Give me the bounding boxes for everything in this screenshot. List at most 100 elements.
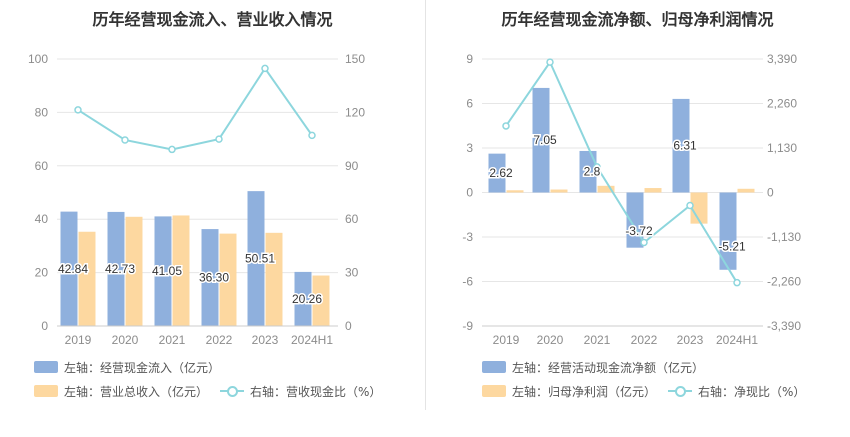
- legend-item-cash-inflow[interactable]: 左轴：经营现金流入（亿元）: [34, 359, 220, 376]
- right-axis-tick-label: 3,390: [767, 52, 797, 66]
- bar-secondary: [644, 188, 662, 193]
- bar-secondary: [312, 275, 330, 326]
- legend-item-net-cash-ratio[interactable]: 右轴：净现比（%）: [668, 383, 805, 400]
- ratio-line: [77, 66, 313, 151]
- ratio-line-point: [640, 238, 648, 247]
- x-axis-tick-label: 2022: [206, 333, 233, 347]
- ratio-line-point: [686, 201, 694, 210]
- bar-primary: [579, 150, 597, 193]
- right-axis-tick-label: 0: [345, 319, 352, 333]
- bar-primary: [154, 216, 172, 326]
- ratio-line-point: [261, 64, 269, 73]
- bar-data-label: -5.21: [718, 240, 746, 254]
- left-axis-tick-label: 100: [28, 52, 48, 66]
- right-axis-tick-label: -2,260: [767, 275, 801, 289]
- x-axis-tick-label: 2020: [112, 333, 139, 347]
- bar-secondary: [550, 189, 568, 193]
- bar-data-label: 20.26: [292, 292, 322, 306]
- ratio-line-point: [121, 136, 129, 144]
- bar-data-label: 2.62: [489, 166, 513, 180]
- left-axis-tick-label: 9: [466, 52, 473, 66]
- left-axis-tick-label: 0: [41, 319, 48, 333]
- legend-label-net-cash-flow: 左轴：经营活动现金流净额（亿元）: [512, 360, 705, 375]
- bar-primary: [719, 192, 737, 270]
- legend-swatch-cash-inflow: [34, 361, 58, 373]
- bar-primary: [201, 229, 219, 326]
- left-axis-tick-label: 3: [466, 141, 473, 155]
- bar-data-label: 7.05: [533, 133, 557, 147]
- bar-data-label: 50.51: [245, 252, 275, 266]
- bar-data-label: 42.73: [105, 262, 135, 276]
- x-axis-tick-label: 2023: [252, 333, 279, 347]
- bar-secondary: [737, 188, 755, 193]
- ratio-line-point: [546, 58, 554, 66]
- bar-primary: [532, 87, 550, 193]
- legend-row-1-right: 左轴：经营活动现金流净额（亿元）: [482, 359, 716, 375]
- bar-secondary: [219, 233, 237, 326]
- right-axis-tick-label: 60: [345, 212, 359, 226]
- chart-panel-left: 0 20 40 60 80 100 0 30 60 90 120 150 2019 2020 2021 202…: [28, 10, 393, 399]
- bar-data-label: 42.84: [58, 262, 88, 276]
- x-axis-tick-label: 2022: [631, 333, 658, 347]
- legend-item-net-profit[interactable]: 左轴：归母净利润（亿元）: [482, 383, 656, 400]
- ratio-line: [505, 60, 738, 284]
- right-axis-tick-label: 1,130: [767, 141, 797, 155]
- bar-secondary: [265, 232, 283, 326]
- left-axis-tick-label: 60: [35, 159, 49, 173]
- bar-data-label: -3.72: [625, 224, 653, 238]
- left-axis-tick-label: 80: [35, 105, 49, 119]
- left-axis-tick-label: 6: [466, 97, 473, 111]
- legend-label-cash-revenue-ratio: 右轴：营收现金比（%）: [250, 384, 382, 399]
- left-axis-tick-label: -9: [462, 319, 473, 333]
- bar-secondary: [597, 185, 615, 193]
- bar-primary: [60, 211, 78, 326]
- left-axis-tick-label: -3: [462, 230, 473, 244]
- legend-label-net-profit: 左轴：归母净利润（亿元）: [512, 384, 657, 399]
- bar-secondary: [172, 215, 190, 326]
- legend-item-cash-revenue-ratio[interactable]: 右轴：营收现金比（%）: [220, 383, 381, 400]
- legend-item-revenue[interactable]: 左轴：营业总收入（亿元）: [34, 383, 208, 400]
- right-axis-tick-label: 90: [345, 159, 359, 173]
- right-axis-tick-label: 2,260: [767, 97, 797, 111]
- legend-row-1-left: 左轴：经营现金流入（亿元）: [34, 359, 232, 375]
- bar-data-label: 6.31: [673, 139, 697, 153]
- x-axis-tick-label: 2023: [677, 333, 704, 347]
- left-axis-tick-label: 20: [35, 266, 49, 280]
- legend-row-2-left: 左轴：营业总收入（亿元） 右轴：营收现金比（%）: [34, 383, 393, 399]
- right-axis-tick-label: -3,390: [767, 319, 801, 333]
- bar-primary: [672, 98, 690, 193]
- x-axis-tick-label: 2021: [584, 333, 611, 347]
- bar-primary: [294, 271, 312, 326]
- legend-item-net-cash-flow[interactable]: 左轴：经营活动现金流净额（亿元）: [482, 359, 704, 376]
- x-axis-tick-label: 2020: [537, 333, 564, 347]
- legend-label-cash-inflow: 左轴：经营现金流入（亿元）: [64, 360, 221, 375]
- bar-data-label: 41.05: [152, 264, 182, 278]
- bar-secondary: [506, 190, 524, 193]
- ratio-line-point: [733, 278, 741, 287]
- bar-secondary: [690, 192, 708, 224]
- legend-swatch-net-profit: [482, 385, 506, 397]
- x-axis-tick-label: 2021: [159, 333, 186, 347]
- legend-swatch-revenue: [34, 385, 58, 397]
- bar-primary: [107, 211, 125, 326]
- bar-secondary: [125, 216, 143, 326]
- chart-panel-right: -9 -6 -3 0 3 6 9 -3,390 -2,260 -1,130 0 1,130 2,260 3…: [425, 0, 850, 437]
- x-axis-tick-label: 2019: [65, 333, 92, 347]
- ratio-line-point: [168, 145, 176, 154]
- x-axis-tick-label: 2024H1: [716, 333, 758, 347]
- left-axis-tick-label: 0: [466, 186, 473, 200]
- chart-title-left: 历年经营现金流入、营业收入情况: [92, 10, 333, 29]
- x-axis-tick-label: 2024H1: [291, 333, 333, 347]
- right-axis-tick-label: 0: [767, 186, 774, 200]
- ratio-line-point: [502, 122, 510, 130]
- left-axis-tick-label: 40: [35, 212, 49, 226]
- left-axis-tick-label: -6: [462, 275, 473, 289]
- right-axis-tick-label: 30: [345, 266, 359, 280]
- legend-swatch-cash-revenue-ratio: [220, 385, 245, 397]
- legend-label-net-cash-ratio: 右轴：净现比（%）: [698, 384, 806, 399]
- right-axis-tick-label: 150: [345, 52, 365, 66]
- chart-cash-inflow-revenue: 0 20 40 60 80 100 0 30 60 90 120 150 2019 2020 2021 202…: [28, 52, 365, 347]
- legend-swatch-net-cash-flow: [482, 361, 506, 373]
- legend-swatch-net-cash-ratio: [668, 385, 693, 397]
- bar-secondary: [78, 231, 96, 326]
